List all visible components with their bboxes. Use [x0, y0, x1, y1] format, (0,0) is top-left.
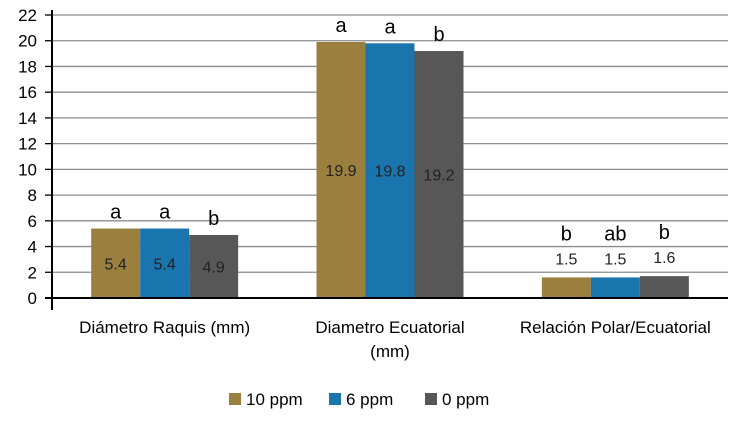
- x-category-label: (mm): [370, 342, 410, 361]
- y-tick-label: 0: [28, 289, 37, 308]
- significance-letter: b: [561, 223, 572, 245]
- bar: [414, 51, 464, 298]
- x-category-label: Relación Polar/Ecuatorial: [520, 318, 711, 337]
- bar: [189, 234, 239, 298]
- bar: [590, 277, 640, 298]
- data-label: 19.9: [325, 163, 356, 180]
- significance-letter: a: [335, 15, 347, 37]
- significance-letter: a: [110, 202, 122, 224]
- significance-letter: b: [208, 208, 219, 230]
- y-tick-label: 2: [28, 263, 37, 282]
- y-tick-label: 10: [18, 160, 37, 179]
- bar: [639, 276, 689, 298]
- bar: [541, 277, 591, 298]
- significance-letter: ab: [604, 223, 626, 245]
- legend-label: 6 ppm: [346, 390, 393, 409]
- y-tick-label: 20: [18, 32, 37, 51]
- y-tick-label: 12: [18, 135, 37, 154]
- legend-swatch: [425, 393, 437, 405]
- legend-label: 0 ppm: [442, 390, 489, 409]
- data-label: 19.8: [374, 164, 405, 181]
- bar: [316, 42, 366, 298]
- y-tick-label: 4: [28, 238, 37, 257]
- y-tick-label: 6: [28, 212, 37, 231]
- data-label: 4.9: [203, 259, 225, 276]
- y-tick-label: 8: [28, 186, 37, 205]
- significance-letter: b: [659, 222, 670, 244]
- data-label: 5.4: [105, 256, 127, 273]
- data-label: 1.6: [653, 250, 675, 267]
- x-category-label: Diámetro Raquis (mm): [79, 318, 250, 337]
- data-label: 1.5: [604, 251, 626, 268]
- data-label: 5.4: [154, 256, 176, 273]
- bar: [365, 43, 415, 298]
- y-tick-label: 16: [18, 83, 37, 102]
- legend-swatch: [329, 393, 341, 405]
- significance-letter: b: [433, 24, 444, 46]
- bar: [91, 228, 141, 298]
- legend-swatch: [229, 393, 241, 405]
- y-tick-label: 14: [18, 109, 37, 128]
- significance-letter: a: [159, 202, 171, 224]
- bar: [140, 228, 190, 298]
- x-category-label: Diametro Ecuatorial: [315, 318, 464, 337]
- y-tick-label: 22: [18, 6, 37, 25]
- data-label: 19.2: [423, 168, 454, 185]
- y-tick-label: 18: [18, 57, 37, 76]
- legend-label: 10 ppm: [246, 390, 303, 409]
- significance-letter: a: [384, 16, 396, 38]
- data-label: 1.5: [555, 251, 577, 268]
